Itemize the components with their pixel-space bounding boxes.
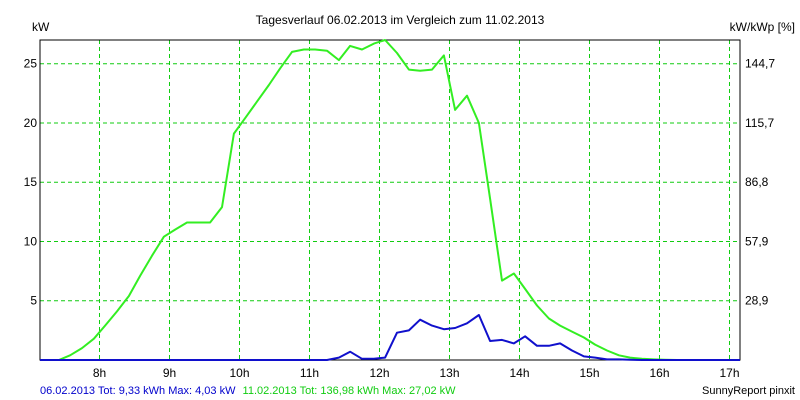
- y-tick-label-left: 25: [24, 57, 38, 71]
- x-tick-label: 14h: [509, 366, 529, 380]
- y-axis-label-right: kW/kWp [%]: [730, 20, 795, 34]
- x-tick-label: 8h: [93, 366, 106, 380]
- y-tick-label-right: 144,7: [745, 57, 775, 71]
- y-tick-label-right: 57,9: [745, 234, 769, 248]
- plot-area-frame: [39, 39, 741, 361]
- y-tick-label-right: 115,7: [745, 116, 774, 130]
- x-tick-label: 10h: [229, 366, 249, 380]
- x-tick-label: 13h: [439, 366, 459, 380]
- series-lines: [40, 39, 740, 361]
- tick-labels: 8h 9h 10h 11h 12h 13h 14h 15h 16h 17h 5 10 15 20 25 28,…: [24, 57, 776, 380]
- x-tick-label: 9h: [163, 366, 176, 380]
- grid: [40, 40, 740, 360]
- footer-summary: 06.02.2013 Tot: 9,33 kWh Max: 4,03 kW 11…: [40, 385, 456, 397]
- x-tick-label: 12h: [369, 366, 389, 380]
- y-tick-label-left: 10: [24, 234, 38, 248]
- y-tick-label-left: 5: [30, 294, 37, 308]
- x-tick-label: 15h: [579, 366, 599, 380]
- y-tick-label-left: 20: [24, 116, 38, 130]
- x-tick-label: 17h: [719, 366, 739, 380]
- y-tick-label-left: 15: [24, 175, 38, 189]
- chart-title: Tagesverlauf 06.02.2013 im Vergleich zum…: [256, 13, 545, 27]
- brand-label: SunnyReport pinxit: [702, 385, 795, 397]
- series2-summary: 11.02.2013 Tot: 136,98 kWh Max: 27,02 kW: [243, 385, 457, 397]
- y-tick-label-right: 28,9: [745, 294, 769, 308]
- x-tick-label: 11h: [300, 366, 319, 380]
- x-tick-label: 16h: [649, 366, 669, 380]
- y-tick-label-right: 86,8: [745, 175, 769, 189]
- series-line-1: [40, 314, 740, 361]
- series-line-0: [40, 39, 740, 361]
- y-axis-label-left: kW: [32, 20, 50, 34]
- series1-summary: 06.02.2013 Tot: 9,33 kWh Max: 4,03 kW: [40, 385, 236, 397]
